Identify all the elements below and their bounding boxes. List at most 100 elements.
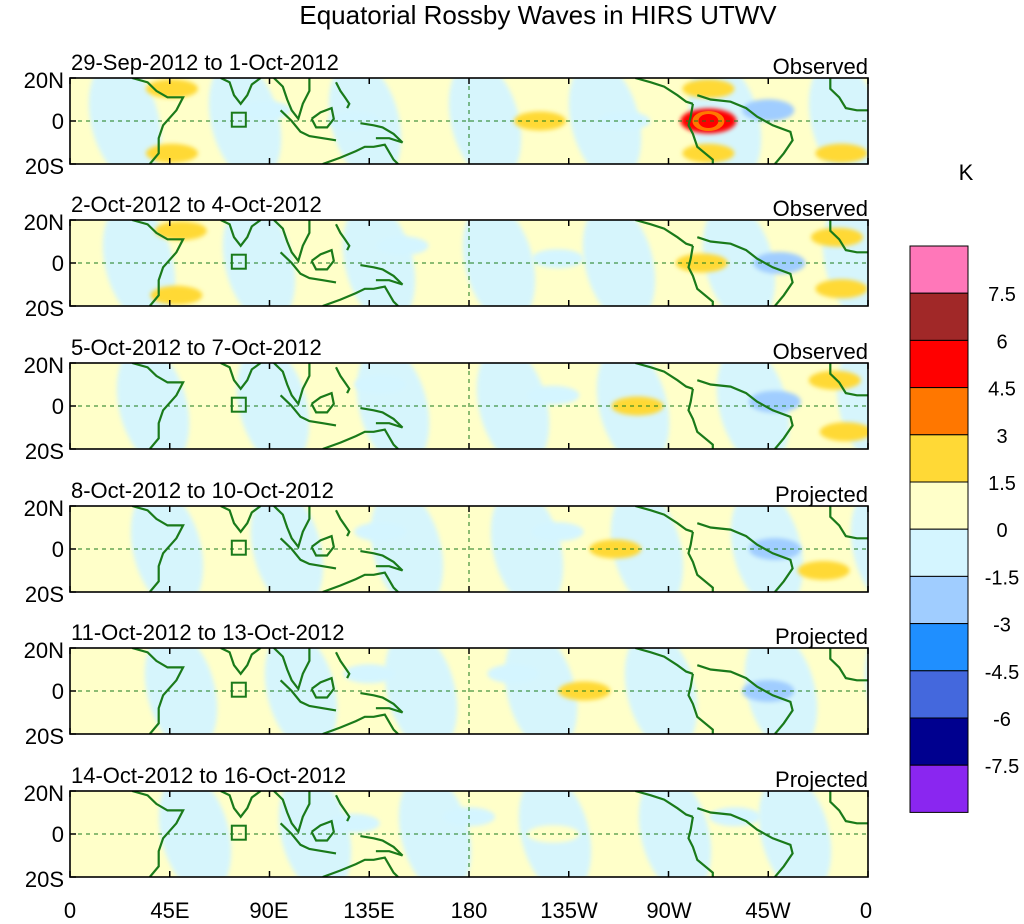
lon-tick-label: 135E [343, 898, 394, 923]
coastline [335, 223, 351, 251]
colorbar-label: 7.5 [988, 284, 1016, 306]
anomaly-contour [531, 522, 584, 542]
colorbar-swatch [909, 717, 969, 766]
coastline [635, 363, 694, 390]
colorbar-label: -3 [993, 615, 1011, 637]
anomaly-contour [327, 813, 380, 833]
colorbar-swatch [909, 434, 969, 483]
coastline [687, 245, 714, 306]
coastline [635, 220, 694, 247]
anomaly-contour [150, 285, 203, 305]
colorbar-swatch [909, 528, 969, 577]
colorbar-swatch [909, 339, 969, 389]
colorbar-label: 1.5 [988, 473, 1016, 495]
coastline [273, 220, 311, 264]
anomaly-contour [513, 111, 566, 131]
anomaly-band [624, 648, 698, 734]
lat-tick-label: 20N [24, 68, 64, 93]
coastline [360, 835, 404, 857]
coastline [310, 676, 335, 699]
coastline [335, 651, 351, 679]
coastline [131, 363, 185, 449]
lat-tick-label: 0 [52, 822, 64, 847]
coastline [635, 78, 694, 105]
anomaly-contour [815, 279, 868, 299]
anomaly-band [638, 791, 712, 877]
lat-tick-label: 20S [25, 867, 64, 892]
anomaly-band [758, 791, 832, 877]
colorbar-swatch [909, 245, 969, 294]
coastline [131, 506, 185, 592]
anomaly-contour [154, 221, 207, 241]
island-outline [230, 111, 247, 128]
anomaly-contour [531, 249, 584, 269]
coastline [829, 791, 868, 825]
coastline [131, 220, 185, 306]
coastline [273, 648, 311, 692]
panel-status-label: Projected [775, 482, 868, 507]
coastline [279, 537, 337, 570]
coastline [322, 856, 399, 877]
anomaly-band [448, 78, 522, 164]
colorbar: 7.5 6 4.5 3 1.5 0 -1.5 -3 -4.5 -6 -7.5 [909, 245, 1019, 813]
map-panel: 20N 0 20S 2-Oct-2012 to 4-Oct-2012 Observed [24, 192, 869, 321]
coastline [335, 81, 351, 109]
lat-tick-label: 0 [52, 537, 64, 562]
coastline [335, 509, 351, 537]
lon-tick-label: 90W [646, 898, 691, 923]
coastline [310, 106, 335, 129]
island-outline [230, 681, 247, 698]
coastline [635, 648, 694, 675]
coastline [220, 220, 262, 248]
coastline [696, 807, 794, 877]
anomaly-contour [354, 522, 407, 542]
colorbar-label: 3 [996, 426, 1007, 448]
coastline [310, 248, 335, 271]
anomaly-contour [611, 396, 664, 416]
coastline [131, 648, 185, 734]
lon-tick-label: 45E [150, 898, 189, 923]
chart-title: Equatorial Rossby Waves in HIRS UTWV [299, 0, 777, 30]
coastline [220, 363, 262, 391]
longitude-axis: 0 45E 90E 135E 180 135W 90W 45W 0 [64, 898, 872, 923]
coastline [310, 391, 335, 414]
coastline [279, 394, 337, 427]
coastline [696, 379, 794, 449]
coastline [335, 794, 351, 822]
panel-status-label: Observed [773, 54, 868, 79]
coastline [635, 791, 694, 818]
anomaly-contour [682, 79, 735, 99]
lat-tick-label: 20S [25, 439, 64, 464]
anomaly-contour [343, 664, 396, 684]
colorbar-label: -6 [993, 709, 1011, 731]
anomaly-contour [354, 375, 407, 394]
lat-tick-label: 20N [24, 496, 64, 521]
coastline [279, 251, 337, 284]
anomaly-contour [239, 100, 292, 120]
panel-status-label: Observed [773, 339, 868, 364]
anomaly-band [278, 791, 352, 877]
coastline [687, 673, 714, 734]
coastline [360, 407, 404, 429]
anomaly-band [158, 791, 232, 877]
coastline [696, 94, 794, 164]
coastline [696, 522, 794, 592]
anomaly-contour [815, 143, 868, 163]
anomaly-band [144, 648, 218, 734]
lat-tick-label: 20S [25, 296, 64, 321]
coastline [829, 648, 868, 682]
colorbar-label: 6 [996, 331, 1007, 353]
coastline [829, 220, 868, 254]
lon-tick-label: 90E [249, 898, 288, 923]
anomaly-contour [682, 143, 735, 163]
anomaly-band [264, 648, 338, 734]
anomaly-contour [819, 422, 868, 442]
island-outline [230, 396, 247, 413]
coastline [829, 78, 868, 112]
coastline [131, 78, 185, 164]
lat-tick-label: 20N [24, 210, 64, 235]
coastline [220, 648, 262, 676]
coastline [687, 103, 714, 164]
lon-tick-label: 180 [451, 898, 488, 923]
